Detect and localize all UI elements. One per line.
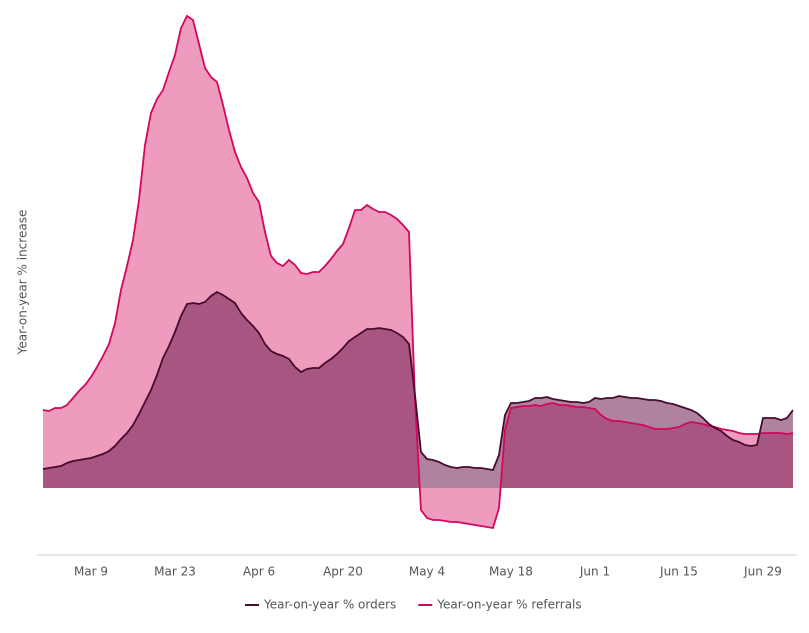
line	[42, 290, 794, 472]
y-axis-label: Year-on-year % increase	[16, 210, 30, 356]
x-tick-label: May 18	[489, 565, 533, 579]
x-tick-label: Jun 1	[579, 565, 610, 579]
x-tick-label: Apr 20	[323, 565, 363, 579]
legend-label: Year-on-year % orders	[263, 598, 396, 612]
x-tick-label: May 4	[409, 565, 445, 579]
legend-label: Year-on-year % referrals	[436, 598, 581, 612]
x-tick-label: Mar 9	[74, 565, 108, 579]
area	[42, 292, 793, 488]
line	[42, 14, 794, 530]
x-tick-label: Apr 6	[243, 565, 275, 579]
x-tick-label: Jun 29	[743, 565, 782, 579]
x-tick-label: Jun 15	[659, 565, 698, 579]
x-tick-label: Mar 23	[154, 565, 196, 579]
